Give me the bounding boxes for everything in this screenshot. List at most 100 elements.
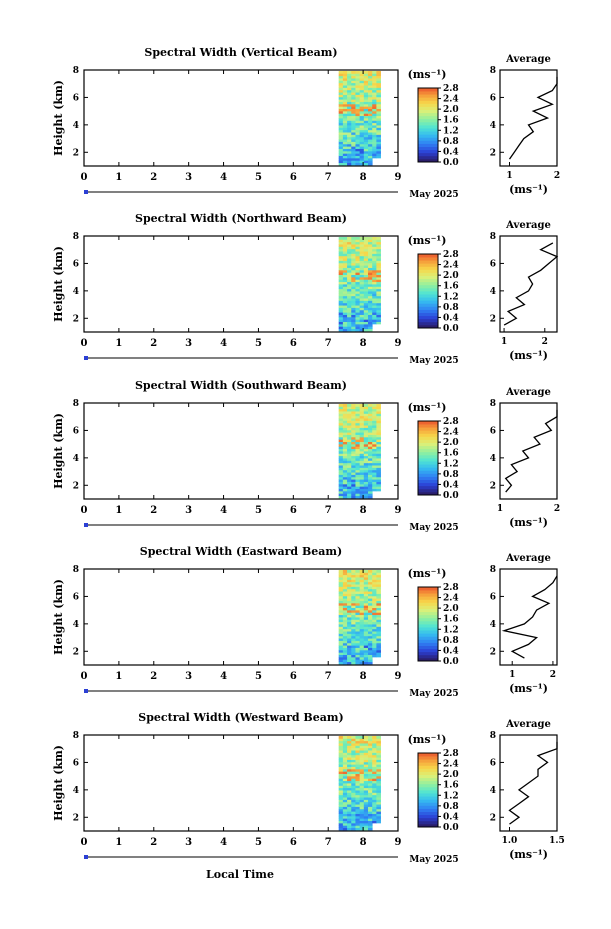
heatmap-cell — [355, 415, 361, 419]
colorbar-segment — [418, 436, 438, 440]
heatmap-cell — [372, 607, 377, 611]
heatmap-cell — [342, 267, 348, 271]
heatmap-cell — [376, 591, 381, 594]
heatmap-cell — [347, 486, 352, 489]
heatmap-cell — [376, 425, 381, 428]
heatmap-cell — [351, 638, 356, 641]
heatmap-cell — [351, 624, 356, 627]
colorbar-frame — [417, 586, 439, 662]
heatmap-cell — [355, 605, 361, 608]
heatmap-cell — [372, 635, 377, 639]
heatmap-cell — [359, 78, 365, 81]
colorbar-tick-label: 0.0 — [443, 491, 459, 501]
heatmap-cell — [342, 418, 348, 421]
colorbar-segment — [418, 128, 438, 132]
heatmap-cell — [363, 761, 369, 765]
heatmap-cell — [367, 612, 373, 616]
heatmap-cell — [338, 754, 344, 758]
heatmap-cell — [355, 815, 361, 819]
colorbar-segment — [418, 777, 438, 782]
heatmap-cell — [372, 295, 377, 299]
heatmap-cell — [372, 465, 377, 468]
heatmap-cell — [376, 595, 381, 599]
heatmap-cell — [367, 276, 373, 280]
heatmap-cell — [342, 495, 348, 499]
heatmap-cell — [338, 316, 344, 320]
heatmap-cell — [363, 94, 369, 98]
heatmap-cell — [351, 113, 356, 117]
heatmap-cell — [355, 439, 361, 442]
heatmap-cell — [338, 591, 344, 594]
heatmap-cell — [372, 286, 377, 290]
colorbar-unit-label: (ms⁻¹) — [408, 68, 447, 81]
heatmap-cell — [347, 429, 352, 433]
heatmap-cell — [338, 818, 344, 821]
heatmap-cell — [372, 260, 377, 264]
heatmap-cell — [363, 570, 369, 573]
heatmap-cell — [376, 71, 381, 74]
heatmap-cell — [338, 415, 344, 419]
colorbar-segment — [418, 642, 438, 646]
heatmap-cell — [338, 472, 344, 475]
heatmap-cell — [376, 593, 381, 597]
heatmap-cell — [338, 274, 344, 278]
heatmap-cell — [367, 284, 373, 287]
heatmap-cell — [355, 488, 361, 492]
heatmap-cell — [351, 451, 356, 454]
heatmap-cell — [372, 241, 377, 245]
heatmap-cell — [342, 579, 348, 583]
heatmap-cell — [367, 654, 373, 658]
heatmap-cell — [347, 295, 352, 299]
heatmap-cell — [351, 150, 356, 154]
heatmap-cell — [342, 80, 348, 84]
heatmap-cell — [363, 775, 369, 779]
colorbar-segment — [418, 306, 438, 310]
heatmap-cell — [359, 591, 365, 594]
y-axis-label: Height (km) — [52, 745, 65, 821]
heatmap-cell — [347, 483, 352, 487]
heatmap-cell — [351, 621, 356, 625]
heatmap-cell — [367, 272, 373, 275]
heatmap-cell — [347, 453, 352, 457]
heatmap-cell — [372, 281, 377, 285]
avg-y-tick-label: 2 — [490, 481, 496, 491]
colorbar-tick-label: 2.4 — [443, 594, 459, 604]
heatmap-cell — [372, 125, 377, 128]
heatmap-cell — [367, 455, 373, 459]
heatmap-cell — [372, 787, 377, 791]
heatmap-cell — [347, 481, 352, 485]
heatmap-cell — [347, 155, 352, 159]
heatmap-cell — [355, 752, 361, 756]
heatmap-cell — [338, 148, 344, 152]
heatmap-cell — [355, 251, 361, 254]
heatmap-cell — [376, 305, 381, 308]
heatmap-cell — [376, 773, 381, 777]
heatmap-cell — [359, 260, 365, 264]
heatmap-cell — [363, 286, 369, 290]
heatmap-cell — [351, 768, 356, 772]
heatmap-cell — [359, 262, 365, 266]
heatmap-cell — [372, 269, 377, 273]
heatmap-cell — [351, 588, 356, 592]
heatmap-cell — [355, 493, 361, 497]
heatmap-cell — [342, 656, 348, 660]
heatmap-cell — [363, 815, 369, 819]
heatmap-cell — [367, 150, 373, 154]
heatmap-cell — [376, 113, 381, 117]
heatmap-cell — [372, 136, 377, 140]
heatmap-cell — [359, 570, 365, 573]
heatmap-cell — [367, 129, 373, 133]
heatmap-cell — [338, 572, 344, 576]
colorbar-segment — [418, 254, 438, 258]
heatmap-cell — [347, 607, 352, 611]
heatmap-cell — [351, 262, 356, 266]
heatmap-cell — [342, 736, 348, 739]
heatmap-cell — [351, 162, 356, 166]
colorbar-frame — [417, 752, 439, 828]
heatmap-cell — [376, 820, 381, 824]
heatmap-cell — [351, 775, 356, 779]
heatmap-cell — [363, 281, 369, 285]
heatmap-cell — [351, 429, 356, 433]
heatmap-cell — [342, 609, 348, 613]
heatmap-cell — [359, 595, 365, 599]
